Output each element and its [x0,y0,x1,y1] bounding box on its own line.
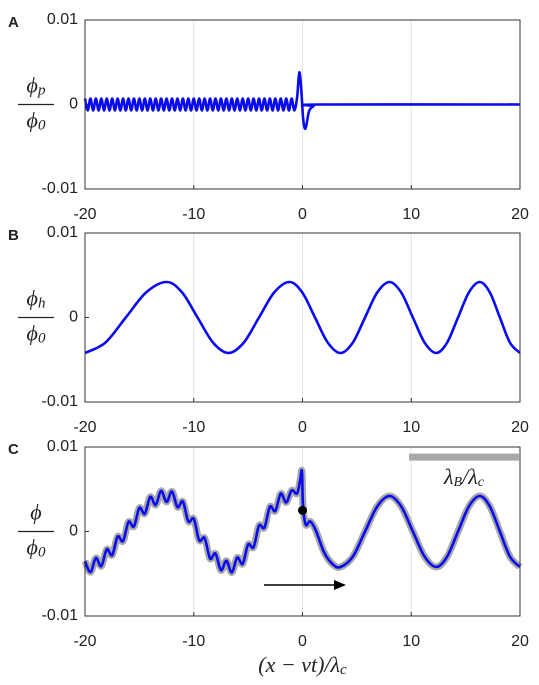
text-part: ϕ [27,73,38,98]
x-tick-label: 10 [402,633,420,650]
y-tick-label: 0 [69,96,78,113]
series-line [83,468,521,574]
subscript: h [38,296,46,312]
y-tick-label: 0.01 [47,438,78,455]
x-tick-label: 20 [511,419,529,436]
text-part: ϕ [27,535,38,560]
subscript: c [340,662,347,678]
x-tick-label: -10 [182,419,205,436]
x-tick-label: 20 [511,633,529,650]
x-tick-label: 0 [298,633,307,650]
text-part: λ [443,464,454,489]
y-label-numerator: ϕp [27,73,46,99]
subscript: 0 [38,331,46,347]
x-tick-label: -10 [182,206,205,223]
y-tick-label: 0 [69,309,78,326]
x-tick-label: -10 [182,633,205,650]
text-part: ϕ [27,286,38,311]
series-line [83,71,521,131]
subscript: 0 [38,118,46,134]
scale-bar-label: λB/λc [443,464,485,490]
y-label-denominator: ϕ0 [27,535,46,561]
x-label: (x − vt)/λc [258,652,347,678]
plot-frame [84,446,521,617]
y-label-numerator: ϕh [27,286,46,312]
y-label-denominator: ϕ0 [27,321,46,347]
panel-letter: B [8,227,19,244]
text-part: /λ [460,464,478,489]
series-line [84,280,521,355]
x-tick-label: 0 [298,206,307,223]
panel-letter: A [8,14,19,31]
subscript: c [478,475,485,490]
y-label-denominator: ϕ0 [27,108,46,134]
x-tick-label: 0 [298,419,307,436]
panel-letter: C [8,441,19,458]
text-part: (x − vt)/λ [258,652,340,677]
arrow-head [334,580,346,590]
y-label-numerator: ϕ [30,500,41,525]
x-tick-label: -20 [73,419,96,436]
y-tick-label: -0.01 [42,607,79,624]
subscript: B [454,475,463,490]
x-tick-label: 20 [511,206,529,223]
plot-frame [84,232,521,403]
y-tick-label: -0.01 [42,180,79,197]
subscript: p [37,83,46,99]
x-tick-label: -20 [73,633,96,650]
x-tick-label: -20 [73,206,96,223]
y-tick-label: 0.01 [47,224,78,241]
y-tick-label: -0.01 [42,393,79,410]
y-tick-label: 0 [69,523,78,540]
x-tick-label: 10 [402,206,420,223]
marker-dot [298,505,307,515]
text-part: ϕ [30,500,41,525]
text-part: ϕ [27,108,38,133]
y-tick-label: 0.01 [47,11,78,28]
x-tick-label: 10 [402,419,420,436]
subscript: 0 [38,545,46,561]
plot-frame [84,19,521,190]
text-part: ϕ [27,321,38,346]
